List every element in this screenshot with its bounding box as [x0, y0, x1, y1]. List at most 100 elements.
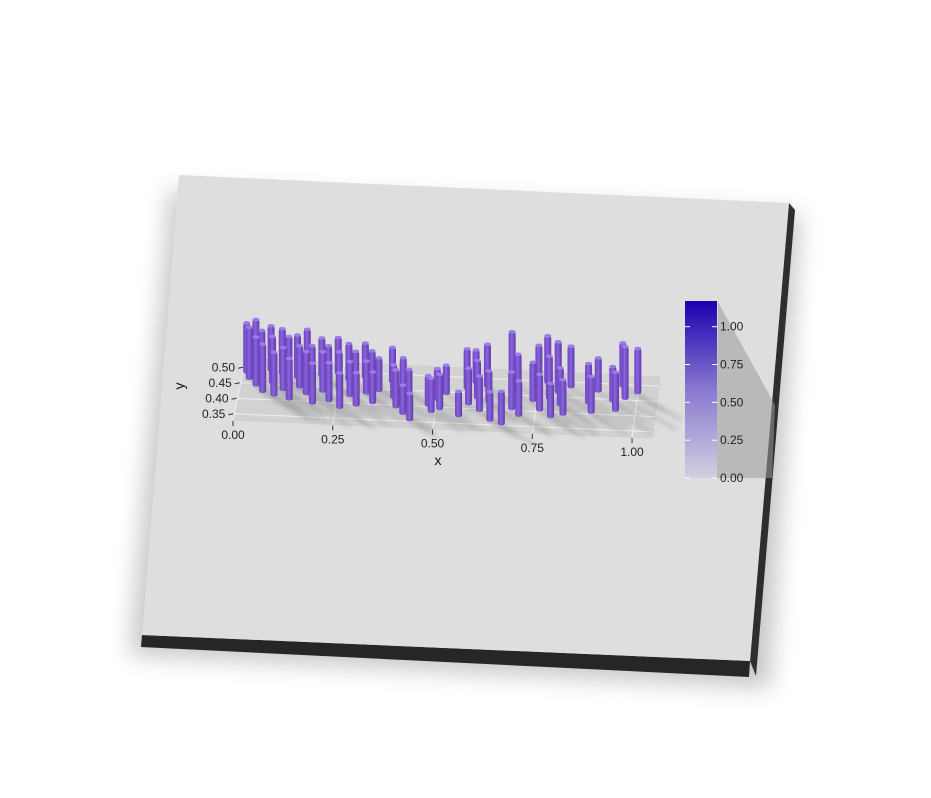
bar-cap [279, 345, 287, 350]
bar-cap [475, 374, 483, 378]
bar-cap [427, 376, 435, 381]
bar-cap [352, 349, 360, 354]
bar-cap [556, 366, 564, 370]
bar-shadow [352, 406, 393, 426]
bar-cap [318, 336, 326, 340]
bar [346, 361, 354, 398]
bar [587, 376, 595, 414]
bar-cap [267, 323, 275, 328]
bar-shadow [427, 413, 468, 433]
bar-cap [585, 361, 593, 366]
bar [325, 362, 333, 403]
bar [547, 383, 555, 419]
bar-shadow [497, 425, 538, 445]
plot-plane [232, 317, 685, 445]
x-tick-label: 0.50 [421, 437, 445, 451]
colorbar-tick-label: 0.25 [720, 433, 744, 447]
bar-cap [544, 334, 552, 338]
bar-shadow [336, 409, 378, 429]
bar [475, 376, 483, 413]
bar-cap [594, 356, 602, 360]
bar-shadow [369, 404, 407, 422]
bar-cap [319, 349, 327, 354]
y-tick-label: 0.40 [205, 391, 229, 405]
y-tick-label: 0.45 [208, 376, 232, 390]
bar-cap [621, 344, 629, 349]
bar [369, 372, 377, 405]
bars [243, 317, 642, 426]
bar [308, 363, 316, 405]
bar [352, 372, 360, 407]
bar [611, 372, 619, 412]
bar-cap [486, 390, 494, 394]
bar-cap [334, 335, 342, 340]
bar-shadow [270, 396, 320, 422]
bar [567, 346, 575, 389]
bar-shadow [308, 404, 356, 428]
bar [497, 391, 505, 426]
bar [296, 345, 304, 389]
bar-cap [463, 347, 471, 351]
bar-shadow [587, 413, 631, 435]
bar-shadow [621, 399, 680, 430]
bar [427, 378, 435, 414]
y-axis: 0.50 0.450.40 0.35 [202, 360, 244, 421]
bar-cap [485, 369, 493, 373]
x-tick-label: 0.75 [521, 441, 545, 455]
colorbar-tick-label: 1.00 [720, 320, 744, 334]
bar-cap [252, 317, 260, 322]
bar-cap [258, 328, 266, 333]
bar [319, 351, 327, 393]
bar-cap [390, 363, 398, 367]
bar [508, 331, 516, 383]
bar-cap [559, 377, 567, 382]
bar-cap [252, 335, 260, 339]
bar-cap [529, 360, 537, 365]
bar-cap [285, 334, 293, 339]
bar-cap [369, 370, 377, 374]
bar-cap [508, 370, 516, 374]
bar [455, 391, 463, 418]
bar [259, 344, 267, 394]
y-tick [231, 397, 237, 400]
bar [529, 362, 537, 403]
bar-cap [536, 372, 544, 377]
bar-cap [302, 349, 310, 354]
bar-cap [278, 326, 286, 331]
bar-cap [335, 350, 343, 354]
bar-cap [433, 366, 441, 371]
bar-cap [497, 389, 505, 394]
bar [465, 368, 473, 406]
bar-cap [399, 383, 407, 387]
bar [302, 351, 310, 396]
bar-shadow [611, 411, 657, 434]
bar-cap [268, 334, 276, 339]
y-tick [234, 382, 240, 385]
bar-cap [325, 343, 333, 348]
bar-cap [619, 341, 627, 345]
bar-shadow [406, 421, 440, 437]
bar-shadow [585, 404, 631, 428]
bar-cap [392, 368, 400, 372]
panel-edge [141, 635, 750, 677]
bar-cap [285, 356, 293, 361]
bar-cap [405, 367, 413, 372]
bar-cap [634, 346, 642, 351]
bar [252, 337, 260, 387]
bar-cap [325, 360, 333, 365]
x-tick-label: 0.00 [221, 428, 245, 442]
bar-cap [424, 373, 432, 378]
bar-shadow [556, 406, 601, 428]
bar [515, 380, 523, 417]
x-tick-label: 1.00 [620, 445, 644, 459]
bar-cap [388, 345, 396, 350]
bar-shadow [436, 410, 478, 431]
bar-cap [554, 340, 562, 344]
bar-cap [399, 356, 407, 360]
bar-shadow [285, 400, 333, 424]
bar [285, 358, 293, 401]
y-tick-label: 0.50 [212, 360, 236, 374]
bar [399, 357, 407, 391]
bar-cap [259, 342, 267, 346]
